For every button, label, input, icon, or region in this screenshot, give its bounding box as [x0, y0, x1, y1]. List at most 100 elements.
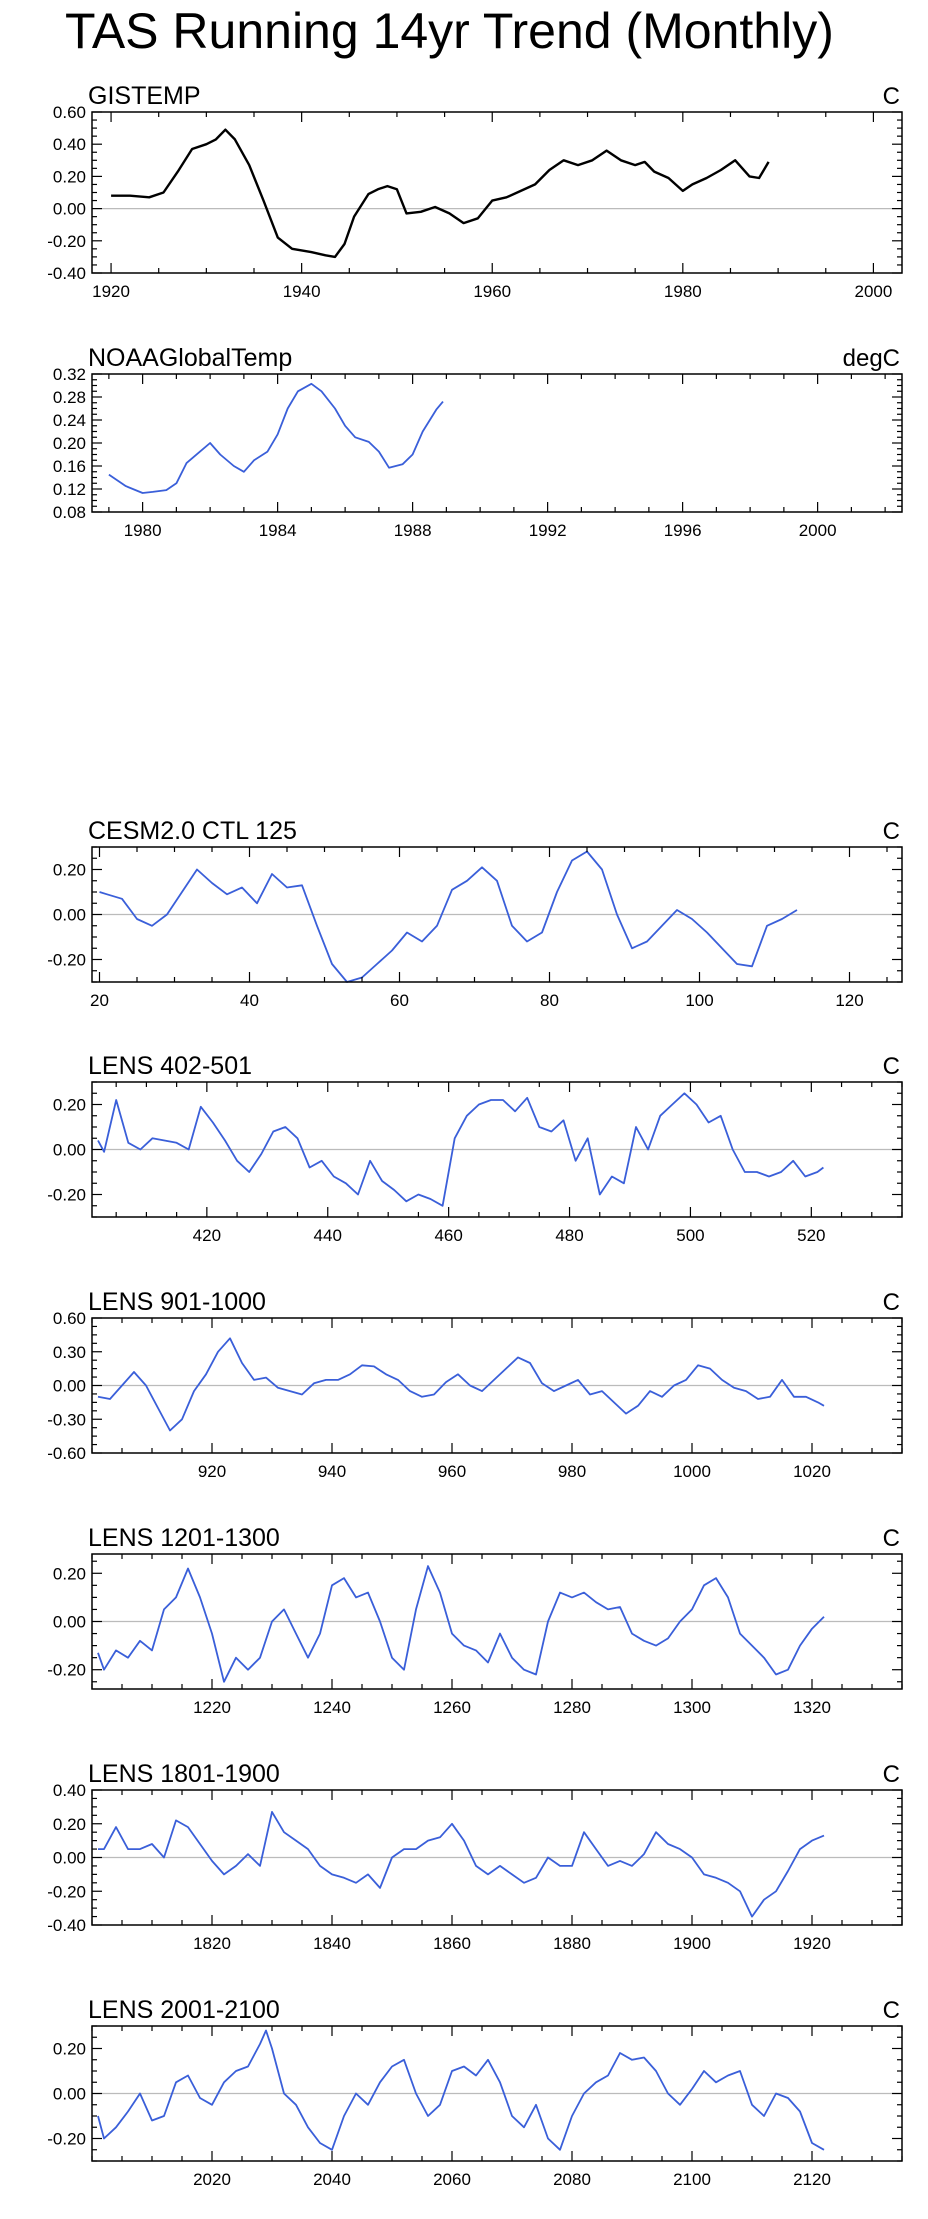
x-tick-label: 440	[314, 1226, 342, 1245]
y-tick-label: 0.00	[53, 906, 86, 925]
panel-title: LENS 1801-1900	[88, 1760, 280, 1788]
x-tick-label: 2080	[553, 2170, 591, 2189]
x-tick-label: 1020	[793, 1462, 831, 1481]
panel-title: GISTEMP	[88, 82, 201, 110]
x-tick-label: 1320	[793, 1698, 831, 1717]
x-tick-label: 1992	[529, 521, 567, 540]
y-tick-label: 0.00	[53, 1141, 86, 1160]
x-tick-label: 1820	[193, 1934, 231, 1953]
page-title: TAS Running 14yr Trend (Monthly)	[65, 3, 834, 59]
y-tick-label: 0.32	[53, 365, 86, 384]
x-tick-label: 40	[240, 991, 259, 1010]
panel-units: degC	[843, 345, 900, 372]
x-tick-label: 1984	[259, 521, 297, 540]
x-tick-label: 1960	[473, 282, 511, 301]
panel-title: LENS 2001-2100	[88, 1996, 280, 2024]
series-line	[97, 1565, 825, 1683]
x-tick-label: 2060	[433, 2170, 471, 2189]
x-tick-label: 2040	[313, 2170, 351, 2189]
y-tick-label: -0.20	[47, 2130, 86, 2149]
plot-frame	[91, 373, 903, 513]
panel-title: CESM2.0 CTL 125	[88, 817, 297, 845]
y-tick-label: 0.20	[53, 2040, 86, 2059]
x-tick-label: 920	[198, 1462, 226, 1481]
x-tick-label: 60	[390, 991, 409, 1010]
y-tick-label: -0.20	[47, 951, 86, 970]
panel-title: NOAAGlobalTemp	[88, 344, 292, 372]
y-tick-label: 0.24	[53, 411, 86, 430]
y-tick-label: 0.20	[53, 167, 86, 186]
x-tick-label: 940	[318, 1462, 346, 1481]
panel-units: C	[883, 1289, 900, 1316]
panel-title: LENS 901-1000	[88, 1288, 266, 1316]
x-tick-label: 1240	[313, 1698, 351, 1717]
y-tick-label: 0.20	[53, 1815, 86, 1834]
plot-frame	[91, 111, 903, 274]
panel-units: C	[883, 1525, 900, 1552]
x-tick-label: 1220	[193, 1698, 231, 1717]
y-tick-label: -0.60	[47, 1444, 86, 1463]
x-tick-label: 960	[438, 1462, 466, 1481]
y-tick-label: 0.00	[53, 200, 86, 219]
x-tick-label: 480	[555, 1226, 583, 1245]
x-tick-label: 2120	[793, 2170, 831, 2189]
y-tick-label: -0.40	[47, 264, 86, 283]
series-line	[97, 1337, 825, 1432]
panel-units: C	[883, 83, 900, 110]
x-tick-label: 1280	[553, 1698, 591, 1717]
x-tick-label: 120	[835, 991, 863, 1010]
x-tick-label: 100	[685, 991, 713, 1010]
y-tick-label: -0.20	[47, 1661, 86, 1680]
y-tick-label: -0.20	[47, 232, 86, 251]
x-tick-label: 1988	[394, 521, 432, 540]
x-tick-label: 1980	[124, 521, 162, 540]
x-tick-label: 1920	[793, 1934, 831, 1953]
y-tick-label: 0.00	[53, 1613, 86, 1632]
y-tick-label: 0.20	[53, 861, 86, 880]
y-tick-label: 0.60	[53, 1309, 86, 1328]
y-tick-label: 0.20	[53, 434, 86, 453]
series-line	[111, 128, 770, 259]
y-tick-label: -0.30	[47, 1410, 86, 1429]
y-tick-label: 0.60	[53, 103, 86, 122]
x-tick-label: 1900	[673, 1934, 711, 1953]
x-tick-label: 80	[540, 991, 559, 1010]
y-tick-label: -0.20	[47, 1882, 86, 1901]
y-tick-label: 0.08	[53, 503, 86, 522]
x-tick-label: 1980	[664, 282, 702, 301]
x-tick-label: 20	[90, 991, 109, 1010]
x-tick-label: 1260	[433, 1698, 471, 1717]
x-tick-label: 1000	[673, 1462, 711, 1481]
x-tick-label: 1940	[283, 282, 321, 301]
series-line	[97, 1092, 824, 1207]
series-line	[97, 2029, 825, 2151]
y-tick-label: 0.00	[53, 1377, 86, 1396]
x-tick-label: 2100	[673, 2170, 711, 2189]
series-line	[108, 382, 444, 494]
x-tick-label: 420	[193, 1226, 221, 1245]
x-tick-label: 1300	[673, 1698, 711, 1717]
x-tick-label: 520	[797, 1226, 825, 1245]
y-tick-label: 0.30	[53, 1343, 86, 1362]
series-line	[99, 850, 798, 983]
y-tick-label: 0.00	[53, 1849, 86, 1868]
y-tick-label: 0.40	[53, 1781, 86, 1800]
panel-title: LENS 402-501	[88, 1052, 252, 1080]
panel-units: C	[883, 1761, 900, 1788]
y-tick-label: -0.20	[47, 1186, 86, 1205]
x-tick-label: 2020	[193, 2170, 231, 2189]
panel-title: LENS 1201-1300	[88, 1524, 280, 1552]
panel-units: C	[883, 1997, 900, 2024]
x-tick-label: 460	[434, 1226, 462, 1245]
panel-units: C	[883, 818, 900, 845]
y-tick-label: -0.40	[47, 1916, 86, 1935]
y-tick-label: 0.28	[53, 388, 86, 407]
y-tick-label: 0.20	[53, 1564, 86, 1583]
x-tick-label: 1920	[92, 282, 130, 301]
y-tick-label: 0.00	[53, 2085, 86, 2104]
x-tick-label: 1840	[313, 1934, 351, 1953]
x-tick-label: 2000	[854, 282, 892, 301]
y-tick-label: 0.16	[53, 457, 86, 476]
x-tick-label: 500	[676, 1226, 704, 1245]
